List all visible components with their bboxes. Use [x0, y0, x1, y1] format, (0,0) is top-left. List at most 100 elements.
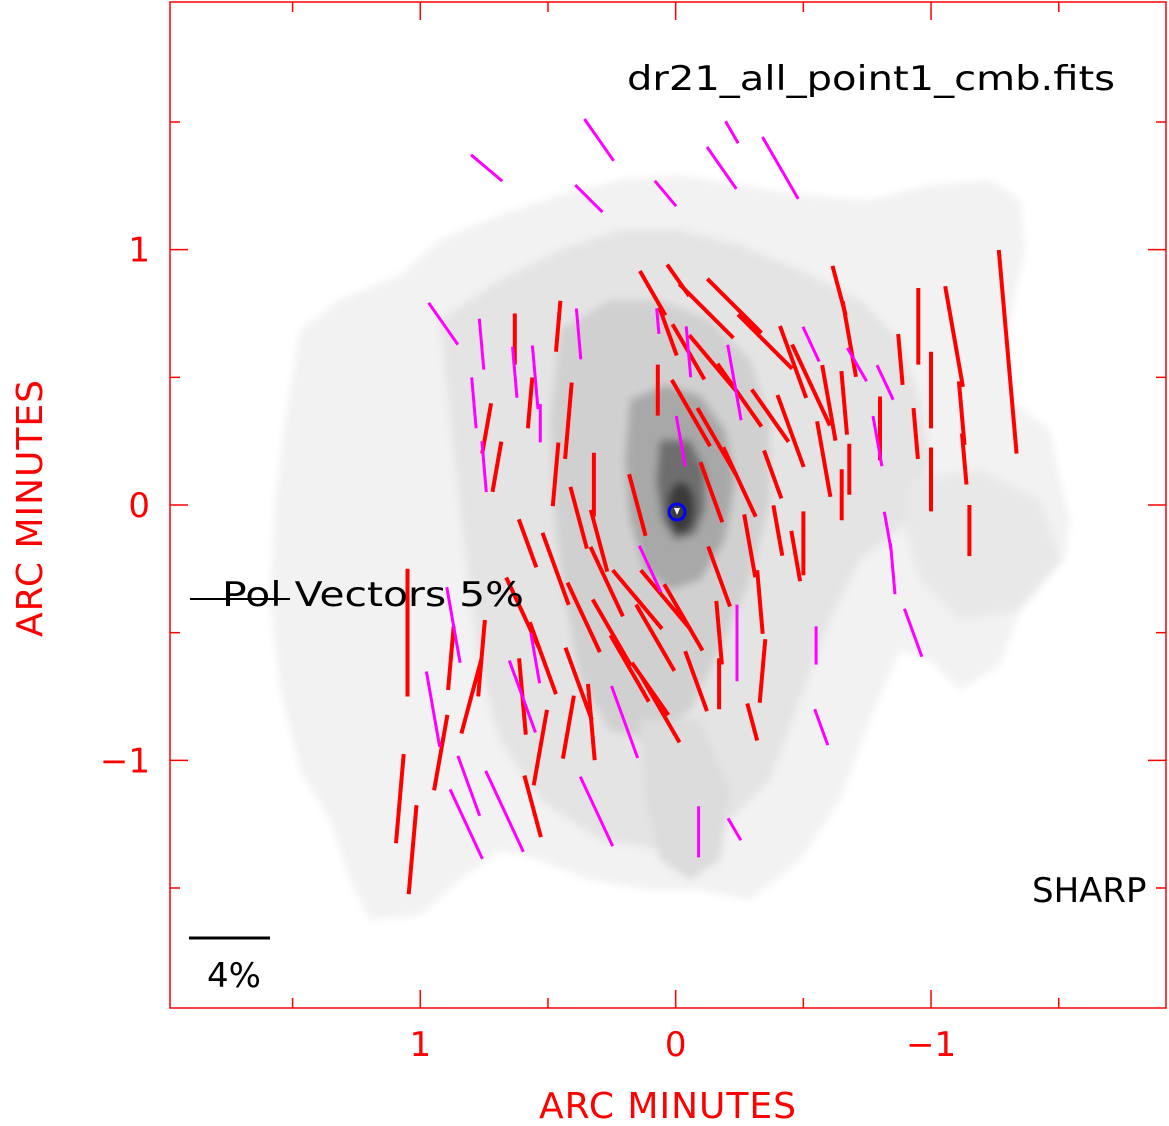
vector-magenta-16: [448, 788, 484, 860]
vector-red-36: [639, 568, 692, 631]
vector-magenta-8: [846, 347, 868, 382]
vector-magenta-31: [726, 344, 743, 421]
vector-red-70: [820, 364, 838, 441]
vector-red-18: [550, 442, 561, 507]
vector-red-21: [568, 486, 589, 550]
vector-magenta-19: [445, 587, 462, 663]
intensity-map: [270, 175, 1070, 920]
vector-red-30: [608, 634, 651, 703]
vector-red-76: [896, 333, 905, 386]
vector-magenta-39: [889, 543, 897, 595]
vector-magenta-17: [456, 755, 482, 817]
vector-red-14: [527, 621, 558, 695]
vector-red-24: [560, 695, 576, 759]
vector-red-57: [757, 639, 768, 703]
vector-magenta-5: [761, 136, 800, 200]
vector-red-56: [755, 570, 765, 634]
vector-red-64: [778, 325, 809, 399]
vector-magenta-10: [427, 301, 460, 346]
vector-magenta-9: [875, 364, 895, 401]
vector-red-29: [590, 598, 633, 667]
vector-red-65: [789, 530, 803, 582]
vector-red-77: [911, 407, 920, 460]
vector-magenta-21: [470, 377, 478, 429]
vector-red-43: [662, 583, 705, 652]
vector-magenta-27: [637, 545, 663, 593]
x-axis-title: ARC MINUTES: [539, 1086, 797, 1126]
vector-magenta-18: [424, 671, 442, 748]
vector-red-16: [522, 774, 543, 838]
vector-red-3: [432, 714, 450, 791]
vector-red-19: [563, 382, 574, 460]
vector-red-85: [996, 249, 1019, 454]
vector-red-81: [943, 285, 965, 388]
vector-magenta-40: [902, 608, 924, 658]
vector-magenta-14: [507, 659, 537, 734]
vector-red-32: [627, 473, 648, 537]
vector-magenta-4: [705, 146, 738, 190]
y-tick-label-1: 0: [128, 486, 150, 526]
peak-marker-point: [674, 508, 680, 515]
vector-magenta-0: [470, 153, 504, 183]
vector-red-73: [839, 370, 849, 435]
vector-magenta-6: [724, 120, 740, 145]
vector-red-20: [554, 300, 563, 352]
vector-red-28: [588, 546, 625, 618]
vector-red-61: [762, 449, 784, 500]
vector-magenta-29: [684, 326, 693, 378]
vector-magenta-20: [480, 441, 488, 493]
x-tick-label-0: 1: [409, 1025, 431, 1065]
vector-red-10: [525, 377, 535, 429]
vector-red-1: [406, 805, 419, 895]
vector-magenta-24: [574, 308, 583, 360]
vector-red-53: [715, 362, 764, 428]
vector-magenta-38: [882, 511, 893, 550]
vector-magenta-22: [477, 318, 486, 370]
vector-red-15: [531, 709, 549, 786]
vector-magenta-30: [674, 415, 687, 467]
instrument-label: SHARP: [1032, 871, 1147, 911]
vector-red-6: [459, 658, 484, 735]
vector-red-11: [516, 518, 539, 568]
axis-ticks: [170, 2, 1166, 1008]
vector-red-58: [745, 702, 760, 742]
vector-red-2: [394, 753, 406, 844]
scale-bar-label: 4%: [207, 956, 261, 996]
vector-magenta-7: [801, 326, 821, 363]
vector-magenta-26: [610, 685, 640, 759]
vector-red-60: [750, 388, 791, 443]
vector-red-62: [771, 505, 785, 557]
vector-red-37: [639, 675, 682, 744]
vector-red-25: [586, 683, 597, 761]
vector-red-48: [698, 461, 725, 523]
x-tick-label-1: 0: [665, 1025, 687, 1065]
vector-magenta-3: [653, 179, 678, 208]
vector-red-39: [657, 306, 679, 357]
peak-marker-ring: [667, 502, 687, 522]
polarization-vectors: [394, 118, 1019, 895]
chart-title: dr21_all_point1_cmb.fits: [627, 59, 1115, 99]
vector-red-4: [446, 626, 456, 691]
vector-magenta-13: [529, 632, 542, 684]
vector-red-31: [611, 568, 664, 631]
vector-magenta-11: [511, 346, 519, 398]
vector-red-49: [706, 545, 732, 608]
vector-magenta-28: [655, 308, 661, 335]
vector-red-83: [960, 433, 969, 485]
vector-red-8: [490, 441, 504, 493]
vector-magenta-1: [583, 118, 615, 162]
vector-red-72: [840, 300, 858, 378]
vector-red-44: [683, 650, 709, 712]
vector-red-50: [714, 600, 724, 665]
vector-red-45: [677, 282, 735, 340]
vector-red-27: [588, 509, 610, 573]
vector-red-68: [815, 420, 833, 498]
axis-tick-labels: 1 0 −1 1 0 −1: [100, 231, 956, 1065]
reference-vector-label: Pol Vectors 5%: [222, 575, 524, 615]
vector-red-5: [476, 619, 487, 697]
vector-magenta-25: [578, 776, 615, 847]
vector-magenta-35: [813, 708, 830, 746]
vector-red-17: [540, 532, 571, 606]
vector-red-22: [565, 581, 602, 653]
